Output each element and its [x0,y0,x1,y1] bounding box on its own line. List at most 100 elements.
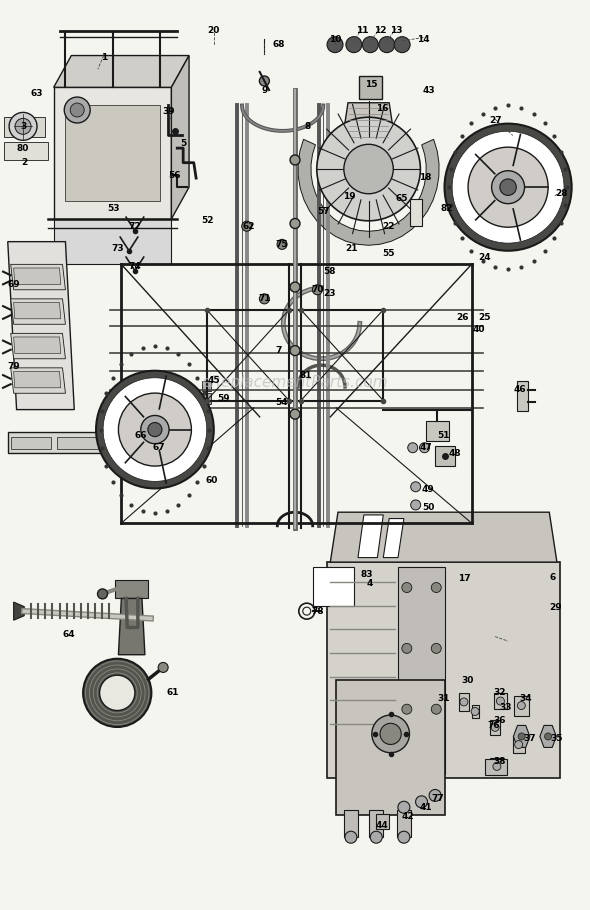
Polygon shape [513,725,530,747]
Text: 22: 22 [382,222,394,231]
Circle shape [290,346,300,356]
Circle shape [371,831,382,844]
Circle shape [290,218,300,228]
Text: 4: 4 [366,580,373,589]
Text: 66: 66 [135,430,147,440]
Text: 69: 69 [7,279,20,288]
Polygon shape [327,562,560,778]
Text: 68: 68 [272,40,285,49]
Polygon shape [330,512,557,562]
Text: 7: 7 [276,346,281,355]
Polygon shape [54,87,171,219]
Polygon shape [4,142,48,160]
Text: 64: 64 [62,631,75,639]
Text: 58: 58 [323,268,335,276]
Text: 30: 30 [461,675,474,684]
Polygon shape [494,693,507,709]
Polygon shape [202,393,211,404]
Text: 8: 8 [305,122,311,131]
Text: 62: 62 [243,222,255,231]
Polygon shape [171,56,189,219]
Polygon shape [11,333,65,359]
Polygon shape [8,242,74,410]
Text: 12: 12 [374,25,386,35]
Text: 42: 42 [402,812,414,821]
Text: 34: 34 [519,693,532,703]
Text: 2: 2 [21,158,27,167]
Text: 73: 73 [111,244,123,252]
Polygon shape [57,437,98,449]
Circle shape [317,117,420,221]
Text: 76: 76 [488,721,500,730]
Text: 21: 21 [345,244,358,252]
Circle shape [103,378,206,481]
Text: 47: 47 [419,443,432,452]
Circle shape [70,103,84,117]
Polygon shape [336,680,445,814]
Text: 43: 43 [423,86,435,95]
Circle shape [260,76,270,86]
Text: 38: 38 [494,757,506,766]
Text: 53: 53 [107,204,120,213]
Text: 10: 10 [329,35,341,44]
Text: 74: 74 [129,262,141,270]
Circle shape [514,741,523,749]
Text: 55: 55 [382,249,394,258]
Text: 36: 36 [494,715,506,724]
Circle shape [517,702,525,710]
Circle shape [398,831,410,844]
Polygon shape [425,420,449,441]
Text: 63: 63 [31,89,44,98]
Circle shape [97,589,107,599]
Circle shape [402,643,412,653]
Polygon shape [119,599,145,654]
Polygon shape [398,567,445,774]
Text: eReplacementParts.com: eReplacementParts.com [202,375,388,389]
Circle shape [64,97,90,123]
Circle shape [496,697,504,705]
Polygon shape [513,736,525,753]
Text: 29: 29 [549,603,562,612]
Text: 14: 14 [417,35,430,44]
Circle shape [518,733,525,740]
Polygon shape [11,368,65,393]
Circle shape [431,582,441,592]
Text: 77: 77 [431,794,444,803]
Polygon shape [202,380,211,391]
Polygon shape [458,693,469,711]
Polygon shape [397,810,411,837]
Circle shape [96,370,214,489]
Polygon shape [369,810,384,837]
Circle shape [9,113,37,140]
Polygon shape [540,725,556,747]
Text: 37: 37 [523,733,536,743]
Circle shape [290,155,300,165]
Circle shape [411,481,421,491]
Circle shape [290,410,300,420]
Circle shape [419,443,430,453]
Text: 3: 3 [20,122,26,131]
Polygon shape [358,515,384,558]
Circle shape [402,704,412,714]
Text: 70: 70 [311,285,324,294]
Circle shape [83,659,152,727]
Text: 61: 61 [166,688,179,697]
Text: 41: 41 [419,803,432,812]
Text: 65: 65 [396,195,408,204]
Text: 67: 67 [152,443,165,452]
Circle shape [468,147,548,228]
Polygon shape [384,519,404,558]
Circle shape [402,582,412,592]
Circle shape [491,171,525,204]
Circle shape [471,707,479,715]
Text: 5: 5 [180,139,186,148]
Circle shape [260,294,270,304]
Text: 31: 31 [437,693,450,703]
Text: 50: 50 [422,503,434,512]
Circle shape [394,36,410,53]
Circle shape [277,239,287,249]
Circle shape [415,796,428,808]
Text: 15: 15 [365,80,378,89]
Polygon shape [517,380,527,411]
Text: 26: 26 [457,312,469,321]
